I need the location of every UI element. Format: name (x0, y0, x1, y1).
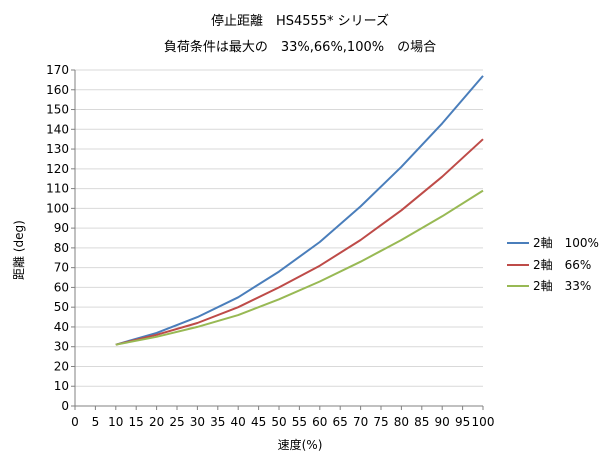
y-tick-label-130: 130 (46, 142, 69, 156)
x-tick-label-5: 5 (92, 415, 100, 429)
series-line-1 (115, 138, 484, 346)
legend-item-66: 2軸 66% (507, 256, 591, 273)
y-tick-label-120: 120 (46, 162, 69, 176)
legend-swatch-66 (507, 263, 529, 266)
x-tick-label-0: 0 (71, 415, 79, 429)
x-tick-label-15: 15 (129, 415, 144, 429)
axes (71, 69, 484, 410)
y-tick-label-160: 160 (46, 83, 69, 97)
x-tick-label-65: 65 (333, 415, 348, 429)
x-tick-label-85: 85 (414, 415, 429, 429)
y-axis-ticks: 0 10 20 30 40 50 60 70 80 90 100 110 120 130 140 150 160… (46, 63, 69, 413)
x-tick-label-10: 10 (108, 415, 123, 429)
x-tick-label-90: 90 (435, 415, 450, 429)
x-axis-label: 速度(%) (277, 438, 323, 452)
x-tick-label-25: 25 (169, 415, 184, 429)
chart-subtitle: 負荷条件は最大の 33%,66%,100% の場合 (163, 40, 437, 55)
series-lines (115, 75, 484, 346)
legend-item-100: 2軸 100% (507, 234, 599, 251)
legend-label-100: 2軸 100% (533, 236, 599, 250)
y-tick-label-110: 110 (46, 182, 69, 196)
y-tick-label-90: 90 (54, 221, 69, 235)
x-tick-label-60: 60 (312, 415, 327, 429)
series-line-0 (115, 75, 484, 346)
y-tick-label-30: 30 (54, 340, 69, 354)
y-tick-label-60: 60 (54, 280, 69, 294)
y-tick-label-100: 100 (46, 201, 69, 215)
x-tick-label-20: 20 (149, 415, 164, 429)
y-tick-label-10: 10 (54, 379, 69, 393)
y-axis-label: 距離 (deg) (12, 220, 26, 280)
legend-label-33: 2軸 33% (533, 279, 592, 293)
y-tick-label-150: 150 (46, 103, 69, 117)
x-tick-label-30: 30 (190, 415, 205, 429)
y-tick-label-70: 70 (54, 261, 69, 275)
x-tick-label-55: 55 (292, 415, 307, 429)
x-tick-label-40: 40 (231, 415, 246, 429)
x-tick-label-50: 50 (271, 415, 286, 429)
legend-swatch-33 (507, 284, 529, 287)
y-tick-label-40: 40 (54, 320, 69, 334)
legend-label-66: 2軸 66% (533, 258, 592, 272)
y-tick-label-80: 80 (54, 241, 69, 255)
x-tick-label-45: 45 (251, 415, 266, 429)
gridlines (75, 69, 483, 387)
y-tick-label-0: 0 (61, 399, 69, 413)
y-tick-label-50: 50 (54, 300, 69, 314)
legend-swatch-100 (507, 241, 529, 244)
x-tick-label-80: 80 (394, 415, 409, 429)
series-line-2 (115, 189, 484, 346)
chart-title: 停止距離 HS4555* シリーズ (210, 14, 390, 29)
x-tick-label-100: 100 (472, 415, 495, 429)
x-tick-label-75: 75 (373, 415, 388, 429)
legend-item-33: 2軸 33% (507, 277, 591, 294)
y-tick-label-140: 140 (46, 122, 69, 136)
y-tick-label-170: 170 (46, 63, 69, 77)
x-tick-label-35: 35 (210, 415, 225, 429)
x-axis-ticks: 0 5 10 15 20 25 30 35 40 45 50 55 60 65 70 75 80 85 90 95 10… (71, 415, 494, 429)
y-tick-label-20: 20 (54, 359, 69, 373)
x-tick-label-95: 95 (455, 415, 470, 429)
x-tick-label-70: 70 (353, 415, 368, 429)
